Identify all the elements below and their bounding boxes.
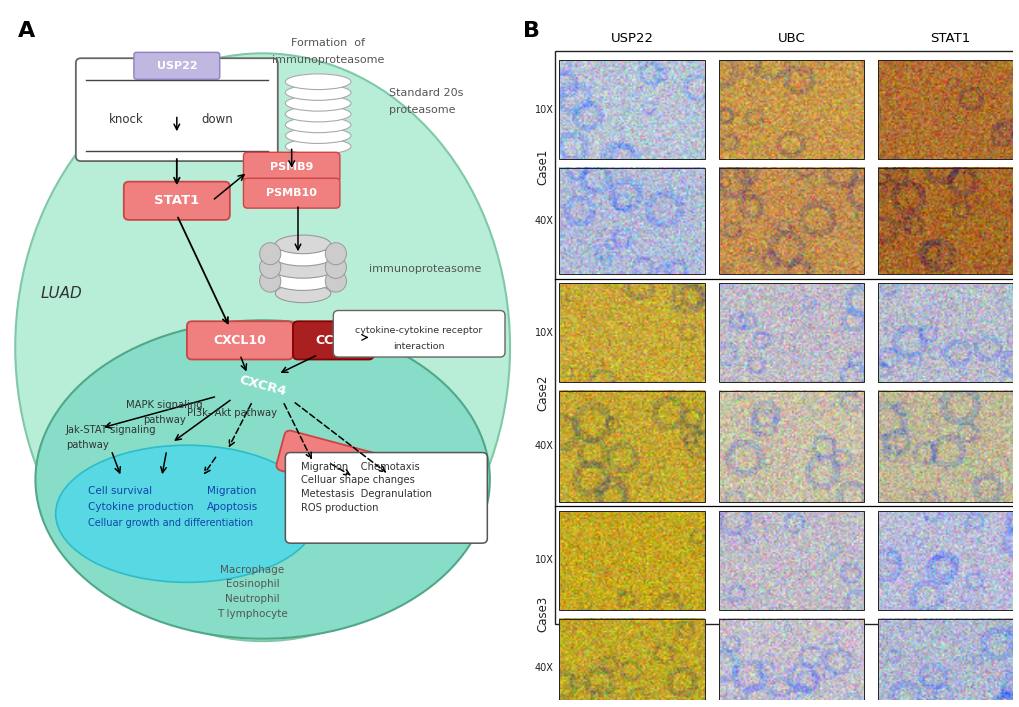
Bar	[558, 511, 704, 610]
Text: 40X: 40X	[535, 441, 553, 452]
Text: CXCL10: CXCL10	[213, 334, 266, 347]
FancyBboxPatch shape	[186, 321, 292, 359]
Text: Macrophage: Macrophage	[220, 565, 284, 575]
Ellipse shape	[285, 85, 351, 100]
Text: pathway: pathway	[65, 440, 108, 450]
Text: pathway: pathway	[143, 415, 185, 425]
Ellipse shape	[325, 257, 346, 279]
Text: 10X: 10X	[535, 555, 553, 566]
Text: LUAD: LUAD	[41, 286, 83, 301]
Text: 10X: 10X	[535, 327, 553, 337]
Text: CXCR4: CXCR4	[237, 373, 287, 398]
Text: Apoptosis: Apoptosis	[207, 502, 258, 512]
Ellipse shape	[36, 320, 489, 638]
FancyBboxPatch shape	[333, 310, 504, 357]
FancyBboxPatch shape	[75, 58, 277, 161]
Ellipse shape	[285, 74, 351, 90]
Bar	[877, 168, 1019, 274]
Ellipse shape	[275, 284, 330, 303]
Text: immunoproteasome: immunoproteasome	[272, 55, 384, 65]
Bar	[877, 511, 1019, 610]
Text: Cytokine production: Cytokine production	[89, 502, 194, 512]
Text: Formation  of: Formation of	[291, 38, 365, 48]
Text: 10X: 10X	[535, 105, 553, 115]
Ellipse shape	[260, 257, 280, 279]
FancyBboxPatch shape	[133, 52, 219, 79]
Text: Celluar growth and differentiation: Celluar growth and differentiation	[89, 518, 254, 527]
FancyBboxPatch shape	[244, 152, 339, 182]
Text: Case2: Case2	[535, 375, 548, 411]
Text: Eosinophil: Eosinophil	[225, 579, 279, 589]
Text: Case1: Case1	[535, 149, 548, 185]
Text: proteasome: proteasome	[388, 105, 454, 115]
Text: 40X: 40X	[535, 216, 553, 226]
Bar	[718, 511, 863, 610]
Text: PSMB10: PSMB10	[266, 188, 317, 198]
Text: Metestasis  Degranulation: Metestasis Degranulation	[301, 489, 431, 499]
Text: 40X: 40X	[535, 663, 553, 673]
Text: interaction: interaction	[393, 341, 444, 351]
Text: Standard 20s: Standard 20s	[388, 88, 463, 98]
FancyBboxPatch shape	[244, 178, 339, 208]
Bar	[558, 283, 704, 382]
Text: PSMB9: PSMB9	[270, 162, 313, 173]
Text: Migration: Migration	[207, 486, 256, 496]
Text: Migration    Chemotaxis: Migration Chemotaxis	[301, 462, 419, 472]
Text: T lymphocyte: T lymphocyte	[217, 609, 287, 619]
Text: ROS production: ROS production	[301, 503, 378, 513]
Ellipse shape	[271, 259, 334, 278]
Text: knock: knock	[109, 113, 144, 126]
Bar	[877, 283, 1019, 382]
Text: Celluar shape changes: Celluar shape changes	[301, 475, 414, 486]
Text: CCL5: CCL5	[316, 334, 351, 347]
Text: USP22: USP22	[610, 32, 653, 45]
FancyBboxPatch shape	[285, 452, 487, 543]
Text: PI3k- Akt pathway: PI3k- Akt pathway	[187, 408, 277, 418]
Text: Jak-STAT signaling: Jak-STAT signaling	[65, 425, 156, 435]
Text: Neutrophil: Neutrophil	[225, 594, 279, 604]
Text: UBC: UBC	[776, 32, 804, 45]
Ellipse shape	[56, 445, 318, 583]
Ellipse shape	[260, 270, 280, 292]
Bar	[877, 619, 1019, 707]
Text: B: B	[522, 21, 539, 42]
Bar	[718, 619, 863, 707]
Ellipse shape	[275, 235, 330, 254]
Bar	[718, 283, 863, 382]
Ellipse shape	[285, 139, 351, 154]
Text: USP22: USP22	[156, 61, 197, 71]
Text: Case3: Case3	[535, 596, 548, 632]
Bar	[718, 391, 863, 502]
Text: cytokine-cytokine receptor: cytokine-cytokine receptor	[356, 326, 482, 334]
Ellipse shape	[285, 117, 351, 133]
FancyBboxPatch shape	[276, 431, 393, 497]
Ellipse shape	[325, 243, 346, 264]
Text: immunoproteasome: immunoproteasome	[368, 264, 481, 274]
Bar	[558, 391, 704, 502]
Bar	[877, 60, 1019, 159]
Ellipse shape	[285, 95, 351, 111]
FancyBboxPatch shape	[292, 321, 373, 359]
Bar	[877, 391, 1019, 502]
Text: MAPK signaling: MAPK signaling	[125, 400, 203, 411]
Bar	[718, 168, 863, 274]
Ellipse shape	[325, 270, 346, 292]
Bar	[718, 60, 863, 159]
Text: down: down	[201, 113, 233, 126]
Text: Cell survival: Cell survival	[89, 486, 153, 496]
Bar	[558, 168, 704, 274]
FancyBboxPatch shape	[123, 182, 229, 220]
Ellipse shape	[285, 128, 351, 144]
Bar	[554, 51, 1017, 624]
Ellipse shape	[273, 247, 332, 266]
Ellipse shape	[260, 243, 280, 264]
Ellipse shape	[273, 271, 332, 291]
Text: A: A	[17, 21, 35, 42]
Ellipse shape	[15, 53, 510, 641]
Text: STAT1: STAT1	[154, 194, 200, 207]
Ellipse shape	[285, 106, 351, 122]
Text: STAT1: STAT1	[929, 32, 970, 45]
Bar	[558, 60, 704, 159]
Bar	[558, 619, 704, 707]
